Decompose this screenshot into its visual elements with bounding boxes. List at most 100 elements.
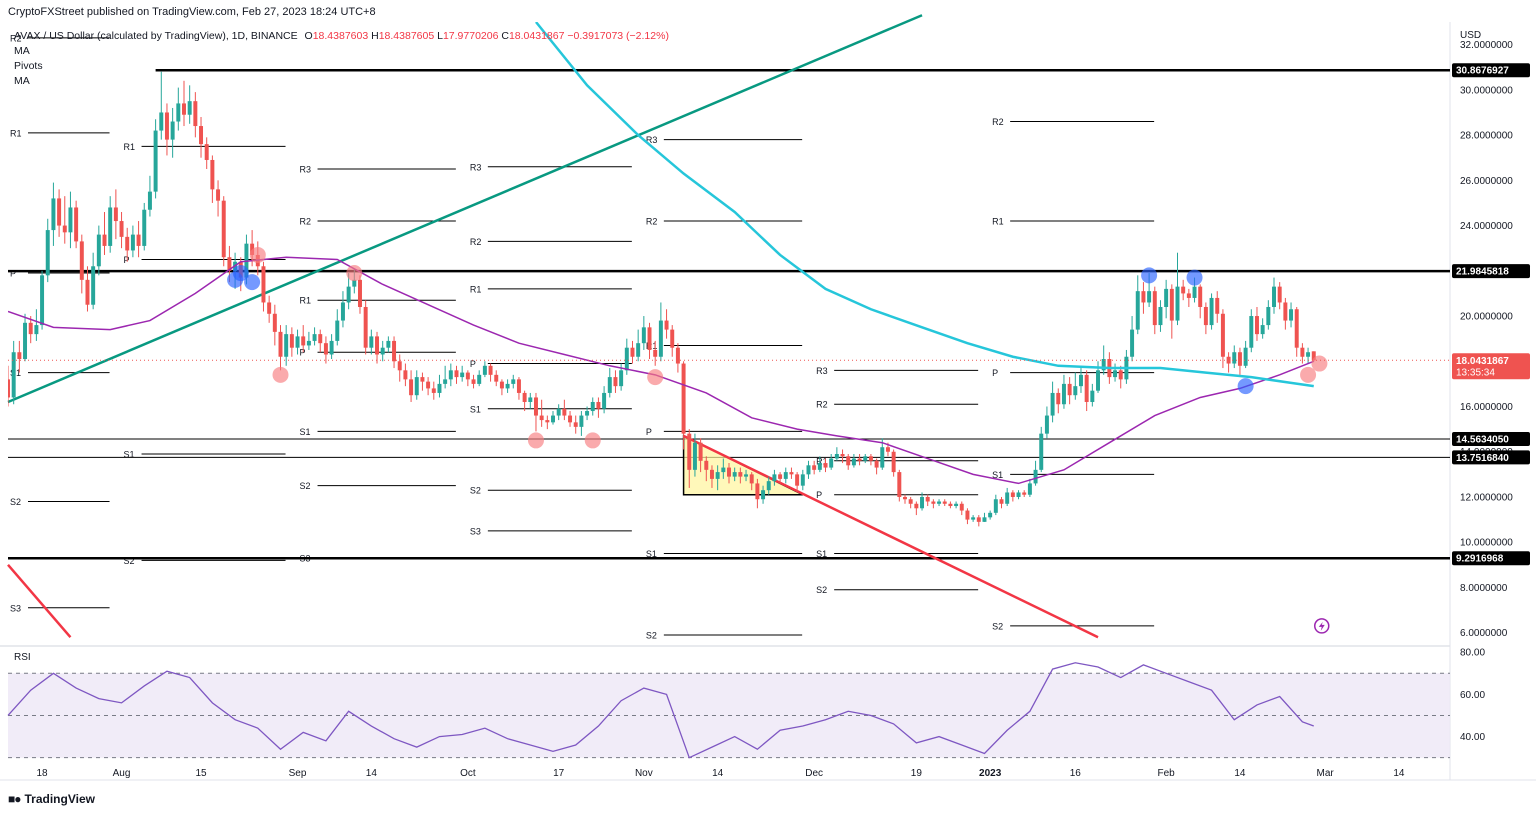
candle-body: [318, 334, 323, 344]
candle-body: [1084, 374, 1089, 402]
candle-body: [925, 496, 930, 502]
candle-body: [403, 370, 408, 380]
candle: [482, 361, 487, 378]
candle: [868, 454, 873, 466]
candle-body: [897, 472, 902, 497]
candle: [653, 340, 658, 366]
highlight-marker: [1237, 378, 1254, 395]
candle-body: [596, 401, 601, 409]
key-level-badge: [1452, 551, 1530, 566]
publisher-line: CryptoFXStreet published on TradingView.…: [8, 6, 376, 18]
pivot-label: R2: [816, 400, 828, 410]
candle-body: [766, 481, 771, 491]
candle-body: [971, 517, 976, 520]
candle: [1198, 284, 1203, 319]
candle-body: [125, 236, 130, 251]
candle: [261, 261, 266, 312]
candle-body: [624, 347, 629, 371]
candle-body: [812, 465, 817, 470]
time-axis-tick: Oct: [460, 768, 476, 779]
candle: [993, 494, 998, 516]
pivot-label: S2: [816, 585, 827, 595]
pivot-label: S2: [124, 556, 135, 566]
candle-body: [187, 101, 192, 115]
candle: [704, 456, 709, 482]
candle: [96, 225, 101, 276]
pivot-label: R2: [300, 217, 312, 227]
indicator-pivots[interactable]: Pivots: [14, 60, 43, 72]
indicator-ma-2[interactable]: MA: [14, 75, 30, 87]
time-axis-tick: 14: [366, 768, 378, 779]
rsi-axis-tick: 40.00: [1460, 732, 1485, 743]
candle: [1220, 309, 1225, 369]
candle-body: [1272, 286, 1276, 307]
candle: [443, 365, 448, 389]
candle-body: [1294, 309, 1299, 348]
pivot-label: R3: [300, 165, 312, 175]
candle: [1073, 372, 1078, 400]
candle: [511, 374, 516, 389]
highlight-marker: [1141, 267, 1158, 284]
key-level-badge: [1452, 450, 1530, 465]
pivot-label: R3: [470, 162, 482, 172]
last-price-badge: [1452, 353, 1530, 380]
candle-body: [891, 451, 896, 473]
candle: [1266, 300, 1271, 330]
candle-body: [903, 496, 907, 500]
candle-body: [409, 379, 414, 396]
indicator-ma-1[interactable]: MA: [14, 45, 30, 57]
candle-body: [108, 207, 113, 246]
candle: [306, 331, 311, 350]
candle-body: [420, 377, 425, 382]
candle: [1033, 460, 1038, 486]
candle: [613, 370, 618, 393]
candle-body: [448, 370, 453, 380]
candle-body: [1306, 352, 1311, 357]
rsi-line: [7, 662, 1314, 759]
candle-body: [1016, 492, 1021, 497]
candle-body: [499, 381, 504, 389]
candle: [420, 372, 425, 391]
candle: [1254, 306, 1259, 341]
candle: [403, 363, 408, 387]
candle-body: [426, 381, 431, 389]
candle-body: [199, 126, 204, 145]
candle-body: [1010, 492, 1015, 497]
candle-body: [664, 320, 669, 330]
candle-body: [1078, 374, 1083, 387]
candle: [346, 273, 351, 310]
candle-body: [380, 347, 385, 355]
candle-body: [8, 379, 10, 398]
symbol-title: AVAX / US Dollar (calculated by TradingV…: [14, 30, 298, 42]
candle: [142, 202, 147, 251]
candle: [516, 377, 521, 400]
candle-body: [1254, 316, 1259, 335]
candle: [1237, 347, 1242, 375]
high-value: 18.4387605: [378, 30, 435, 42]
candle-body: [1147, 291, 1152, 303]
candle-body: [375, 336, 380, 355]
pivot-label: P: [124, 255, 130, 265]
symbol-legend[interactable]: AVAX / US Dollar (calculated by TradingV…: [14, 30, 669, 42]
price-axis-tick: 26.0000000: [1460, 176, 1513, 187]
candle-body: [301, 336, 306, 346]
candle: [74, 200, 79, 249]
tradingview-brand[interactable]: ■● TradingView: [8, 792, 95, 806]
candle: [687, 429, 692, 488]
time-axis-tick: 15: [195, 768, 207, 779]
candle-body: [357, 279, 362, 307]
candle: [840, 449, 845, 464]
candle-body: [182, 103, 186, 115]
candle: [108, 196, 113, 253]
candle-body: [789, 472, 794, 475]
candle: [556, 404, 561, 421]
candle-body: [494, 374, 499, 382]
candle: [920, 492, 925, 511]
candle-body: [1237, 352, 1242, 366]
candle: [1084, 370, 1089, 412]
candle: [1158, 300, 1163, 332]
candle: [369, 329, 374, 355]
candle-body: [585, 411, 590, 416]
